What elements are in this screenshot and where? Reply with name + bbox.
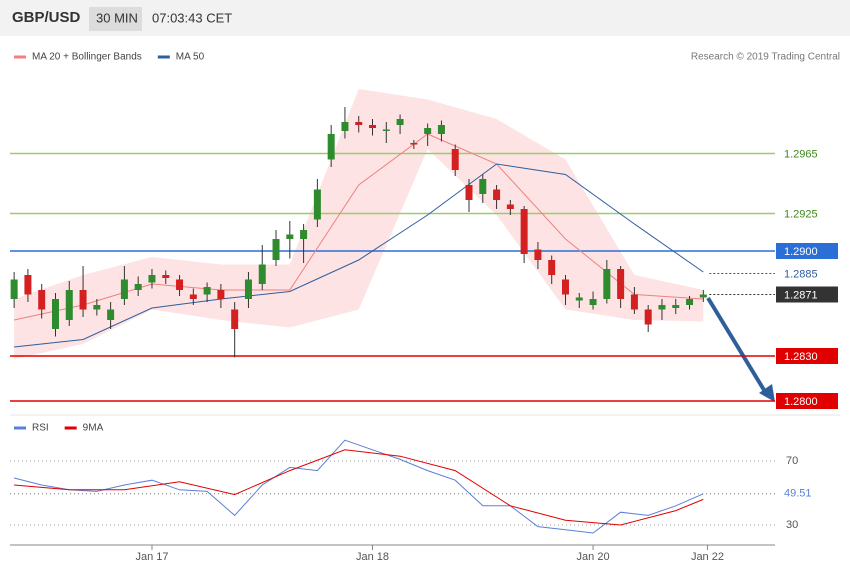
candle-body [176,279,184,290]
candle-body [203,287,211,295]
level-label-box [776,286,838,303]
candle-body [534,249,542,260]
legend-label: RSI [32,423,49,434]
candle-body [162,275,170,278]
candle-body [382,129,390,131]
arrow-head [759,384,775,402]
candle-body [258,264,266,284]
candle-body [217,290,225,299]
y-tick-label: 70 [786,455,798,467]
level-label: 1.2800 [784,396,818,408]
candle-body [561,279,569,295]
candle-body [134,284,142,290]
x-tick-label: Jan 18 [356,551,389,563]
x-tick-label: Jan 20 [577,551,610,563]
level-label: 1.2871 [784,289,818,301]
candle-body [10,279,18,299]
candle-body [658,305,666,310]
level-label: 1.2965 [784,148,818,160]
candle-body [93,305,101,310]
candle-body [120,279,128,299]
candle-body [272,239,280,260]
candle-body [65,290,73,320]
indicator-line [13,133,704,321]
time: 07:03:43 CET [152,10,232,25]
candle-body [699,294,707,298]
indicator-line [14,449,704,526]
candle-body [575,297,583,301]
forecast-arrow [706,296,766,392]
level-label-box [776,348,838,364]
current-label: 49.51 [784,488,812,500]
candle-body [493,189,501,200]
candle-body [355,122,363,125]
candle-body [451,149,459,170]
level-label: 1.2885 [784,268,818,280]
candle-body [341,122,349,131]
candle-body [479,179,487,194]
candle-body [410,143,418,145]
level-label-box [776,243,838,259]
candle-body [520,209,528,254]
legend-label: 9MA [83,423,104,434]
candle-body [465,185,473,200]
candle-body [148,275,156,283]
candle-body [617,269,625,299]
legend-label: MA 50 [176,52,205,63]
candle-body [189,294,197,299]
indicator-line [13,439,704,534]
interval-box [89,7,142,31]
candle-body [286,234,294,239]
candle-body [603,269,611,299]
candle-body [244,279,252,299]
level-label-box [776,393,838,409]
candle-body [548,260,556,275]
candle-body [672,305,680,308]
candle-body [51,299,59,329]
candle-body [79,290,87,310]
indicator-line [14,163,704,348]
candle-body [437,125,445,134]
candle-body [506,204,514,209]
candle-body [300,230,308,239]
candle-body [369,125,377,128]
x-tick-label: Jan 22 [691,551,724,563]
bollinger-band [14,89,704,359]
candle-body [686,299,694,305]
legend-label: MA 20 + Bollinger Bands [32,52,142,63]
candle-body [24,275,32,295]
candle-body [107,309,115,320]
level-label: 1.2830 [784,351,818,363]
candle-body [231,309,239,329]
symbol: GBP/USD [12,9,81,26]
y-tick-label: 30 [786,519,798,531]
candle-body [38,290,46,310]
candle-body [589,299,597,305]
candle-body [327,134,335,160]
candle-body [313,189,321,220]
candle-body [396,119,404,125]
candle-body [424,128,432,134]
x-tick-label: Jan 17 [135,551,168,563]
candle-body [630,294,638,310]
interval: 30 MIN [96,10,138,25]
candle-body [644,309,652,325]
level-label: 1.2900 [784,246,818,258]
source: Research © 2019 Trading Central [691,52,840,63]
level-label: 1.2925 [784,208,818,220]
